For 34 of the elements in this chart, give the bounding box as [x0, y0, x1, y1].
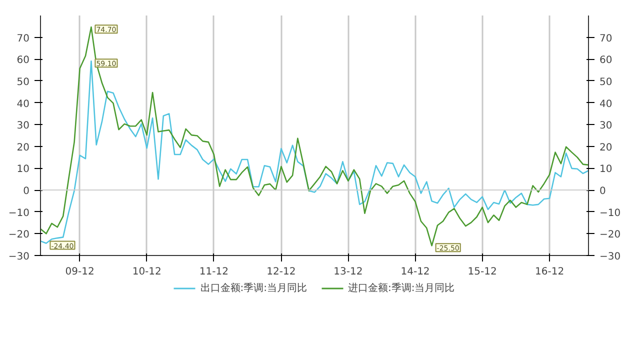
y-tick-label: 10 [16, 164, 30, 176]
x-tick-label: 12-12 [266, 266, 296, 278]
y2-tick-label: 50 [600, 76, 612, 88]
x-tick-label: 13-12 [334, 266, 363, 278]
y-tick-label: 60 [16, 55, 30, 66]
y-tick-label: 0 [23, 186, 30, 198]
y-tick-label: −20 [8, 230, 30, 241]
y-tick-label: 70 [16, 33, 30, 44]
y2-tick-label: 70 [600, 33, 612, 44]
x-tick-label: 14-12 [400, 266, 430, 278]
x-tick-label: 16-12 [535, 266, 564, 278]
y2-tick-label: −10 [600, 208, 621, 219]
x-tick-label: 15-12 [468, 266, 497, 278]
y-tick-label: −10 [8, 208, 30, 219]
y2-tick-label: 40 [600, 98, 612, 110]
y-tick-label: 20 [16, 142, 30, 154]
legend-label: 出口金额:季调:当月同比 [200, 282, 307, 295]
y2-tick-label: 20 [600, 142, 612, 154]
legend-label: 进口金额:季调:当月同比 [348, 282, 455, 295]
y2-tick-label: 30 [600, 120, 612, 132]
y-tick-label: 40 [16, 98, 30, 110]
y2-tick-label: 0 [600, 186, 606, 198]
line-series [40, 60, 588, 244]
y2-tick-label: −20 [600, 230, 621, 241]
x-tick-label: 10-12 [132, 266, 162, 278]
y-tick-label: 30 [16, 120, 30, 132]
y2-tick-label: 10 [600, 164, 612, 176]
line-series [40, 26, 588, 246]
y2-tick-label: −30 [600, 252, 621, 262]
x-tick-label: 09-12 [65, 266, 94, 278]
y2-tick-label: 60 [600, 55, 612, 66]
x-tick-label: 11-12 [199, 266, 228, 278]
y-tick-label: −30 [8, 252, 30, 262]
y-tick-label: 50 [16, 76, 30, 88]
